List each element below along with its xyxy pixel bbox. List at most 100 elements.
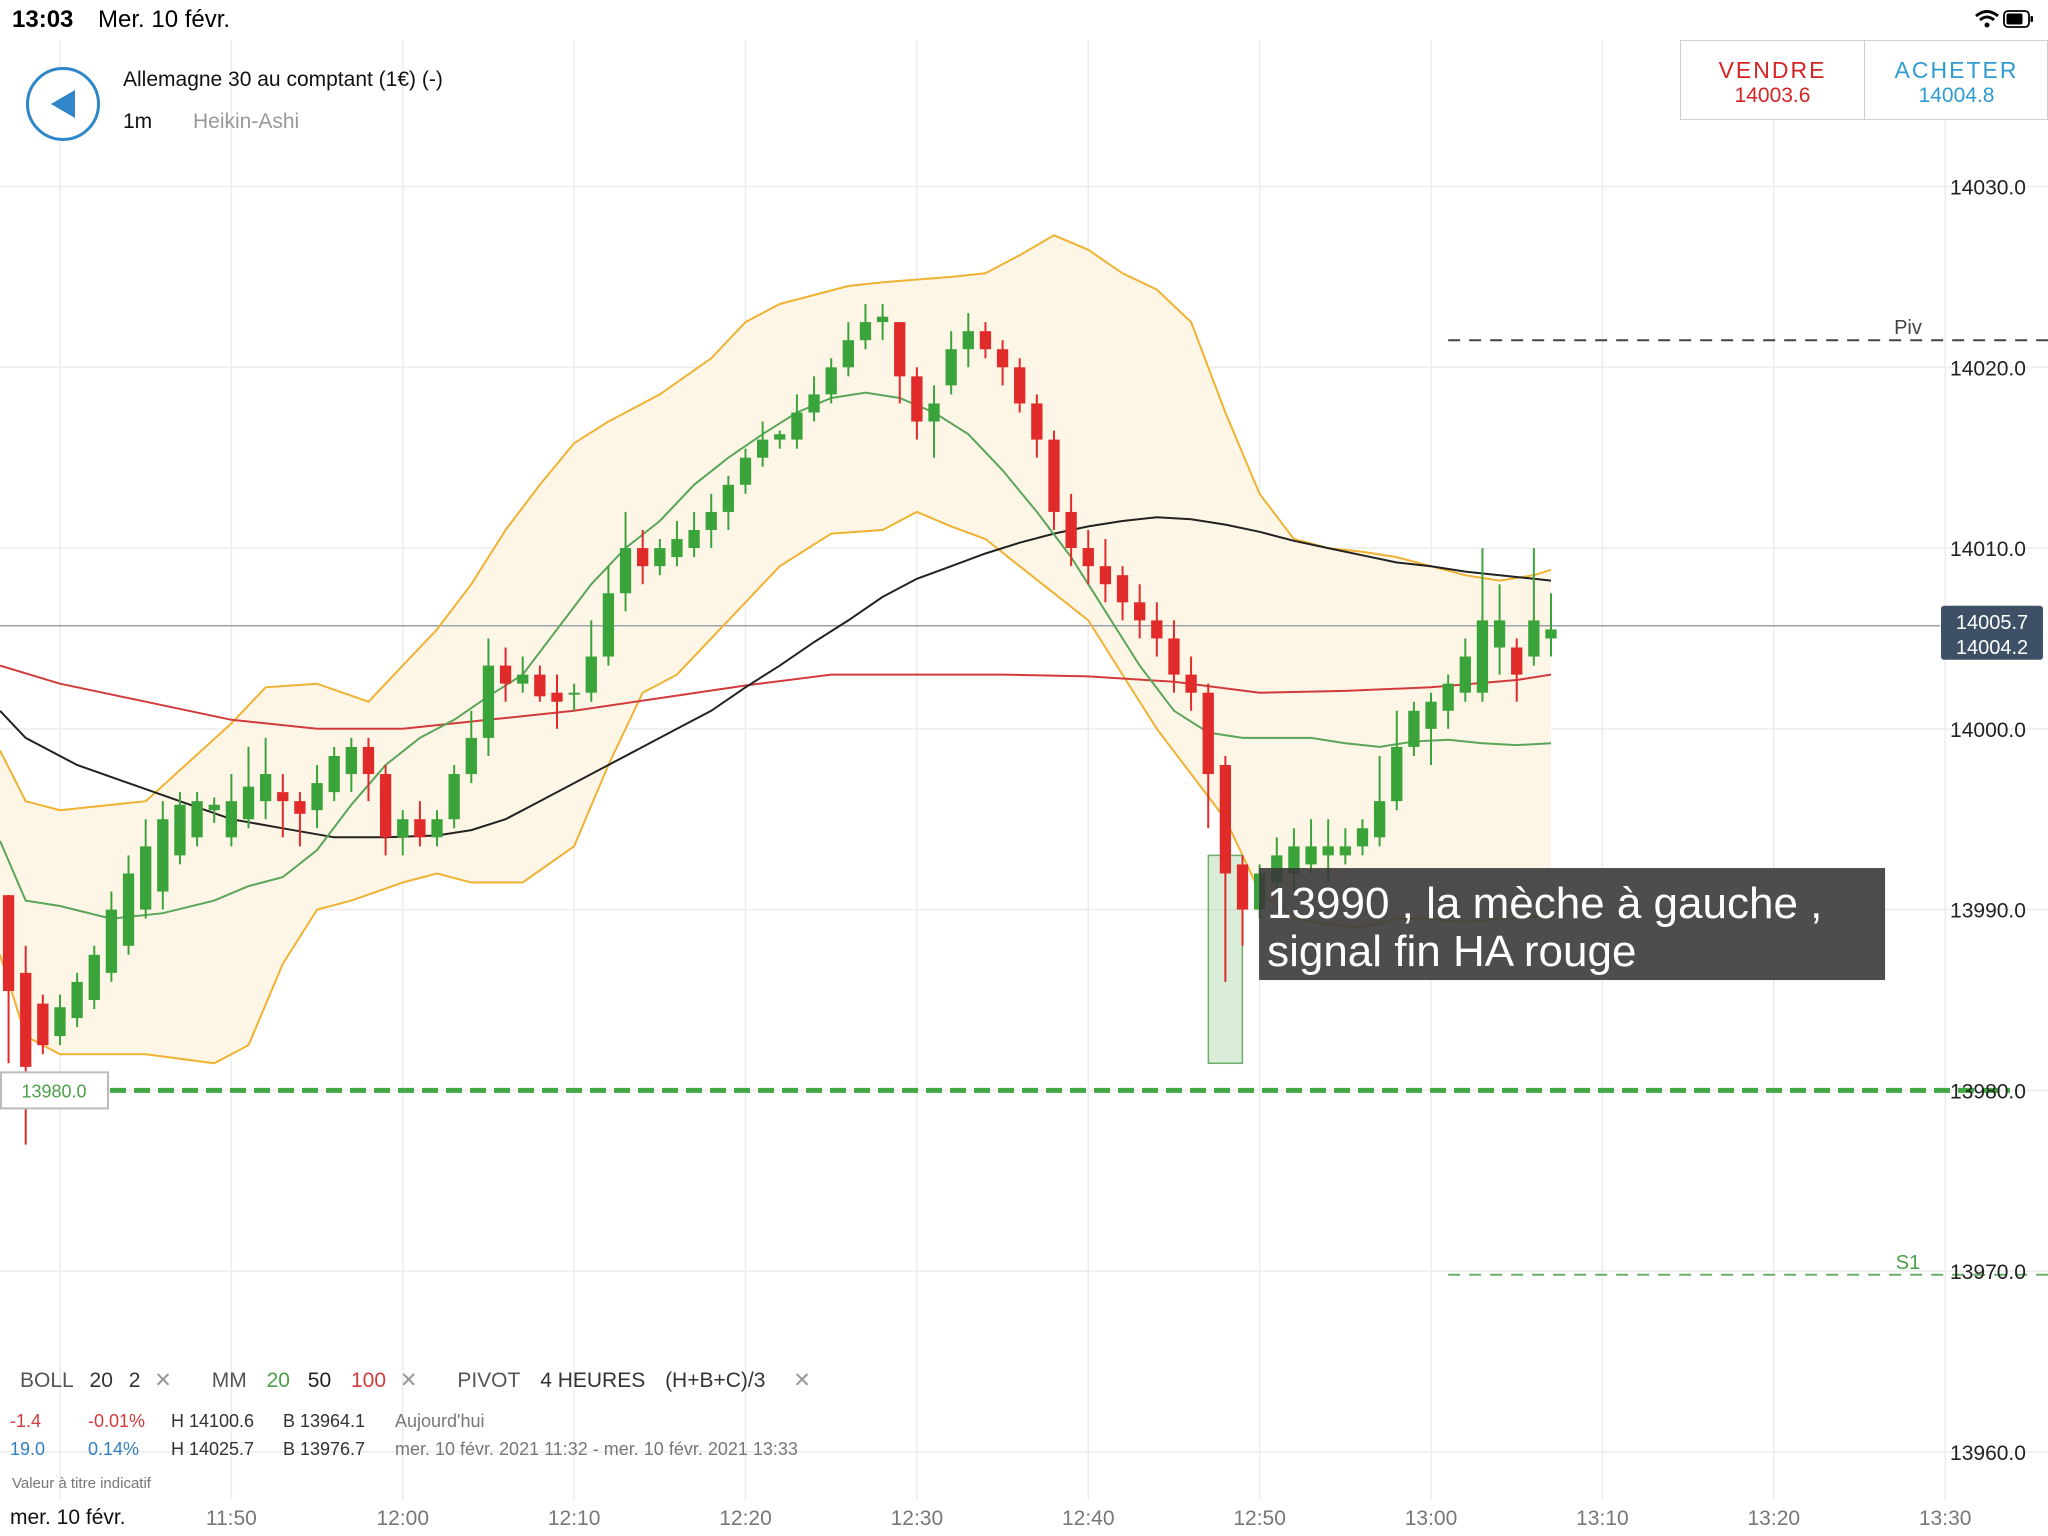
sell-button[interactable]: VENDRE 14003.6: [1681, 41, 1865, 119]
pivot-formula: (H+B+C)/3: [665, 1369, 766, 1392]
mm-label[interactable]: MM: [211, 1369, 247, 1392]
candle-body: [1528, 620, 1540, 657]
candle: [1442, 674, 1454, 729]
ma50-line: [0, 516, 1552, 839]
annotation-text: 13990 , la mèche à gauche ,: [1267, 879, 1822, 928]
candle-body: [842, 340, 854, 368]
candle-body: [88, 954, 100, 1000]
candle: [1134, 584, 1146, 639]
candle-body: [1082, 548, 1094, 567]
candle-body: [2, 895, 15, 991]
candle: [431, 810, 443, 847]
candle: [345, 737, 357, 793]
back-button[interactable]: [26, 67, 100, 141]
candle: [379, 765, 392, 856]
candle-body: [294, 801, 306, 814]
status-icons: [1974, 8, 2034, 37]
stat-pct-today: -0.01%: [88, 1411, 146, 1431]
candle: [996, 340, 1009, 386]
candle: [962, 313, 974, 368]
candle-body: [397, 819, 409, 838]
candle: [88, 945, 100, 1010]
candle-body: [1339, 846, 1351, 856]
candle: [585, 620, 597, 702]
candle-body: [1493, 620, 1506, 648]
candle: [1168, 620, 1180, 693]
candle: [1031, 394, 1043, 458]
candle-body: [894, 322, 906, 377]
x-axis-tick-label: 13:00: [1405, 1507, 1458, 1530]
candle: [1459, 638, 1471, 702]
candle-body: [1459, 656, 1471, 693]
candle-body: [1425, 701, 1437, 729]
stat-low-range: B 13976.7: [283, 1439, 366, 1459]
chart-type-selector[interactable]: Heikin-Ashi: [193, 110, 300, 133]
candle: [1048, 430, 1060, 530]
remove-mm-icon[interactable]: ✕: [399, 1369, 418, 1392]
candle-body: [465, 737, 477, 775]
candle-body: [379, 774, 392, 838]
candle-body: [859, 322, 872, 341]
candle: [1065, 493, 1077, 567]
status-time: 13:03: [12, 6, 74, 33]
candle-body: [414, 819, 426, 838]
candle: [928, 385, 940, 458]
candle-body: [277, 792, 289, 802]
battery-icon: [2003, 10, 2033, 28]
candle: [397, 810, 409, 856]
candle-body: [311, 783, 323, 811]
bollinger-band-fill: [0, 235, 1551, 1064]
remove-pivot-icon[interactable]: ✕: [793, 1369, 811, 1392]
candle: [1476, 548, 1489, 702]
pivot-label[interactable]: PIVOT: [457, 1369, 521, 1392]
candle: [225, 774, 238, 847]
candle-body: [1219, 765, 1232, 874]
candle-body: [242, 786, 255, 820]
candle: [482, 638, 495, 756]
x-axis-tick-label: 12:40: [1062, 1507, 1115, 1530]
candle: [911, 367, 923, 440]
candle: [414, 801, 426, 847]
timeframe-selector[interactable]: 1m: [123, 110, 153, 133]
candle: [1099, 539, 1112, 603]
candle-body: [722, 484, 735, 512]
remove-boll-icon[interactable]: ✕: [154, 1369, 172, 1392]
candle-body: [174, 804, 186, 856]
indicator-legend: BOLL 20 2 ✕ MM 20 50 100 ✕ PIVOT 4 HEURE…: [20, 1368, 811, 1393]
candle-body: [791, 412, 803, 440]
candle: [191, 792, 203, 847]
footer-date: mer. 10 févr.: [10, 1506, 126, 1529]
price-badge-below: [1941, 631, 2043, 660]
stat-period-today: Aujourd'hui: [395, 1411, 485, 1431]
candle-body: [328, 755, 340, 793]
candle-body: [1511, 647, 1523, 675]
candle: [739, 448, 752, 494]
y-axis-tick-label: 14030.0: [1950, 177, 2026, 200]
candle: [1391, 710, 1403, 811]
candle: [2, 895, 15, 1064]
annotation-box: [1259, 868, 1886, 981]
candle-body: [876, 316, 889, 323]
candle-body: [431, 819, 443, 838]
x-axis-tick-label: 12:20: [719, 1507, 772, 1530]
buy-label: ACHETER: [1894, 57, 2019, 83]
candle: [294, 792, 306, 847]
stat-pct-range: 0.14%: [88, 1439, 140, 1459]
stat-high-today: H 14100.6: [171, 1411, 255, 1431]
boll-label[interactable]: BOLL: [20, 1369, 74, 1392]
candle-body: [54, 1007, 66, 1037]
candle-body: [1545, 629, 1557, 639]
pivot-label: Piv: [1894, 317, 1922, 339]
trade-panel: VENDRE 14003.6 ACHETER 14004.8: [1680, 40, 2048, 120]
status-date: Mer. 10 févr.: [98, 6, 231, 33]
candle-body: [825, 367, 837, 395]
candle-body: [962, 331, 974, 350]
candle-body: [928, 403, 940, 422]
candle: [54, 994, 66, 1046]
candle: [1116, 566, 1129, 621]
buy-button[interactable]: ACHETER 14004.8: [1865, 41, 2048, 119]
candle: [876, 304, 889, 341]
candle-body: [568, 692, 580, 695]
y-axis-tick-label: 14000.0: [1950, 719, 2026, 742]
